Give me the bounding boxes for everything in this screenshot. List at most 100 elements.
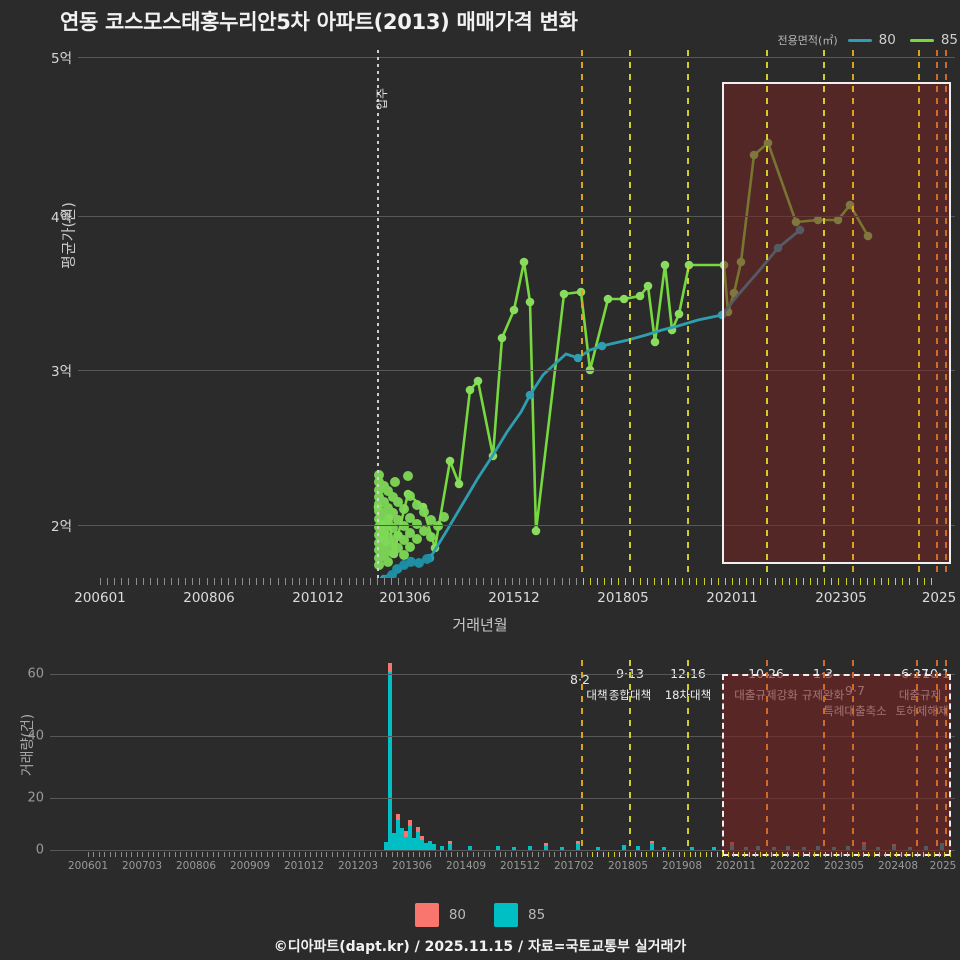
vol-x-minor-tick [369,852,371,857]
vol-x-minor-tick [684,852,686,857]
vol-x-minor-tick [407,852,409,857]
vol-event-line-10-1 [936,660,938,852]
vol-x-minor-tick [678,852,680,857]
x-minor-tick [639,578,641,585]
x-minor-tick [632,578,634,585]
x-minor-tick [256,578,258,585]
vol-x-minor-tick [131,852,133,857]
vol-x-minor-tick [570,852,572,857]
vol-x-minor-tick [830,852,832,857]
vol-x-tick-10: 201805 [607,860,649,872]
vol-event-line-extra [945,660,947,852]
x-minor-tick [646,578,648,585]
vol-x-minor-tick [283,852,285,857]
x-minor-tick [369,578,371,585]
vol-x-minor-tick [727,852,729,857]
x-minor-tick [724,578,726,585]
vol-x-minor-tick [738,852,740,857]
x-minor-tick [291,578,293,585]
x-minor-tick [178,578,180,585]
vol-x-minor-tick [597,852,599,857]
x-minor-tick [731,578,733,585]
vol-x-minor-tick [662,852,664,857]
x-minor-tick [660,578,662,585]
vol-x-tick-5: 201203 [337,860,379,872]
vol-x-minor-tick [646,852,648,857]
x-minor-tick [689,578,691,585]
x-minor-tick [242,578,243,585]
x-minor-tick [391,578,393,585]
legend-box-80 [414,903,439,927]
vol-x-minor-tick [288,852,290,857]
vol-x-minor-tick [575,852,577,857]
series-85-scatter [374,470,449,570]
vol-event-line-9-7 [852,660,854,852]
gridline-v0 [50,850,955,851]
vol-x-minor-tick [944,852,946,857]
x-minor-tick [355,578,357,585]
x-tick-6: 202011 [706,590,758,606]
vol-x-minor-tick [413,852,415,857]
x-minor-tick [348,578,350,585]
x-minor-tick [284,578,286,585]
vol-x-minor-tick [879,852,881,857]
vol-x-minor-tick [489,852,491,857]
vol-x-minor-tick [326,852,328,857]
vol-x-minor-tick [396,852,398,857]
event-line-9-7 [852,50,854,578]
x-minor-tick [313,578,314,585]
x-minor-tick [696,578,698,585]
vol-x-tick-7: 201409 [445,860,487,872]
vol-event-line-9-13 [629,660,631,852]
vol-x-minor-tick [147,852,149,857]
vol-x-minor-tick [564,852,566,857]
vol-x-minor-tick [348,852,350,857]
vol-event-line-12-16 [687,660,689,852]
vol-x-minor-tick [239,852,241,857]
gridline-2 [78,525,955,526]
vol-x-minor-tick [705,852,707,857]
x-minor-tick [135,578,137,585]
vol-x-minor-tick [245,852,247,857]
x-minor-tick [582,578,584,585]
x-minor-tick [320,578,322,585]
y-axis-title-top: 평균가(원) [59,202,78,269]
vol-x-minor-tick [716,852,718,857]
vol-x-minor-tick [190,852,192,857]
vol-event-line-8-2 [581,660,583,852]
x-minor-tick [298,578,300,585]
x-minor-tick [888,578,890,585]
vol-x-minor-tick [516,852,518,857]
vol-x-minor-tick [272,852,274,857]
vol-x-minor-tick [852,852,854,857]
vol-x-minor-tick [337,852,339,857]
x-minor-tick [206,578,208,585]
x-minor-tick [881,578,882,585]
x-minor-tick [234,578,236,585]
event-line-10-26 [766,50,768,578]
legend-swatch-85 [909,38,934,42]
vol-x-minor-tick [125,852,127,857]
x-minor-tick [703,578,705,585]
vol-x-minor-tick [765,852,767,857]
vol-event-line-10-26 [766,660,768,852]
vol-event-line-1-3 [823,660,825,852]
vol-x-tick-12: 202011 [715,860,757,872]
vol-x-minor-tick [868,852,870,857]
vol-x-minor-tick [689,852,691,857]
vol-x-minor-tick [456,852,458,857]
x-minor-tick [455,578,456,585]
x-minor-tick [100,578,101,585]
x-minor-tick [554,578,556,585]
x-minor-tick [398,578,400,585]
vol-x-minor-tick [928,852,930,857]
x-minor-tick [930,578,932,585]
x-minor-tick [668,578,669,585]
vol-x-minor-tick [884,852,886,857]
vol-x-minor-tick [424,852,426,857]
x-minor-tick [838,578,840,585]
footer-text: ©디아파트(dapt.kr) / 2025.11.15 / 자료=국토교통부 실… [273,939,687,955]
x-minor-tick [511,578,513,585]
vol-x-minor-tick [732,852,734,857]
vol-x-minor-tick [814,852,816,857]
